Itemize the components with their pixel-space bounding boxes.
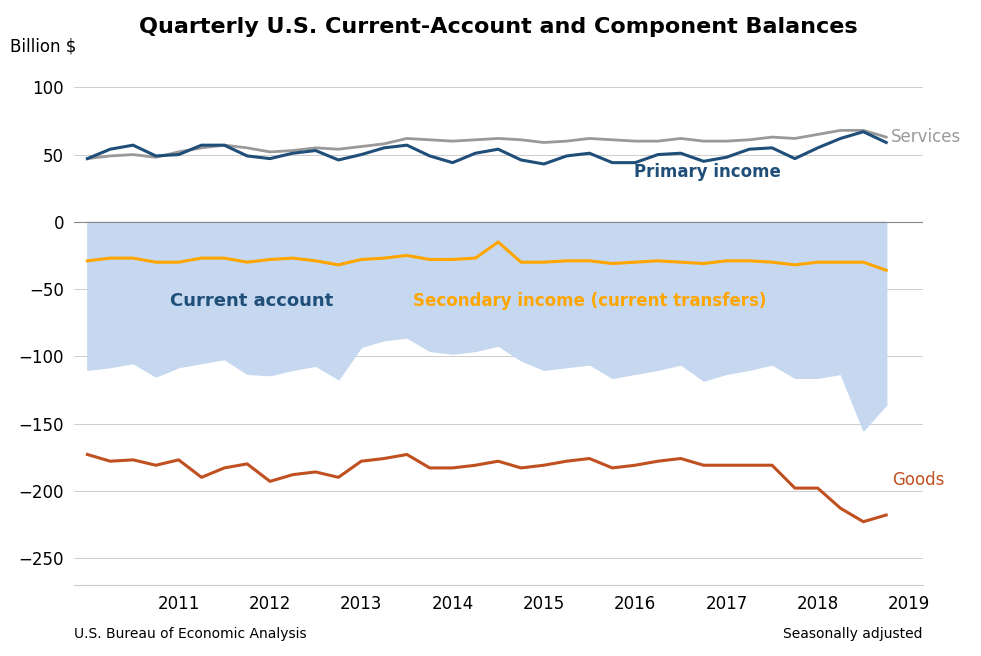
- Text: Goods: Goods: [893, 471, 945, 489]
- Text: Services: Services: [891, 128, 961, 146]
- Text: Billion $: Billion $: [10, 37, 77, 55]
- Text: U.S. Bureau of Economic Analysis: U.S. Bureau of Economic Analysis: [74, 627, 306, 641]
- Text: Secondary income (current transfers): Secondary income (current transfers): [413, 292, 766, 310]
- Text: Current account: Current account: [170, 292, 334, 310]
- Title: Quarterly U.S. Current-Account and Component Balances: Quarterly U.S. Current-Account and Compo…: [139, 16, 857, 37]
- Text: Primary income: Primary income: [635, 163, 781, 180]
- Text: Seasonally adjusted: Seasonally adjusted: [783, 627, 923, 641]
